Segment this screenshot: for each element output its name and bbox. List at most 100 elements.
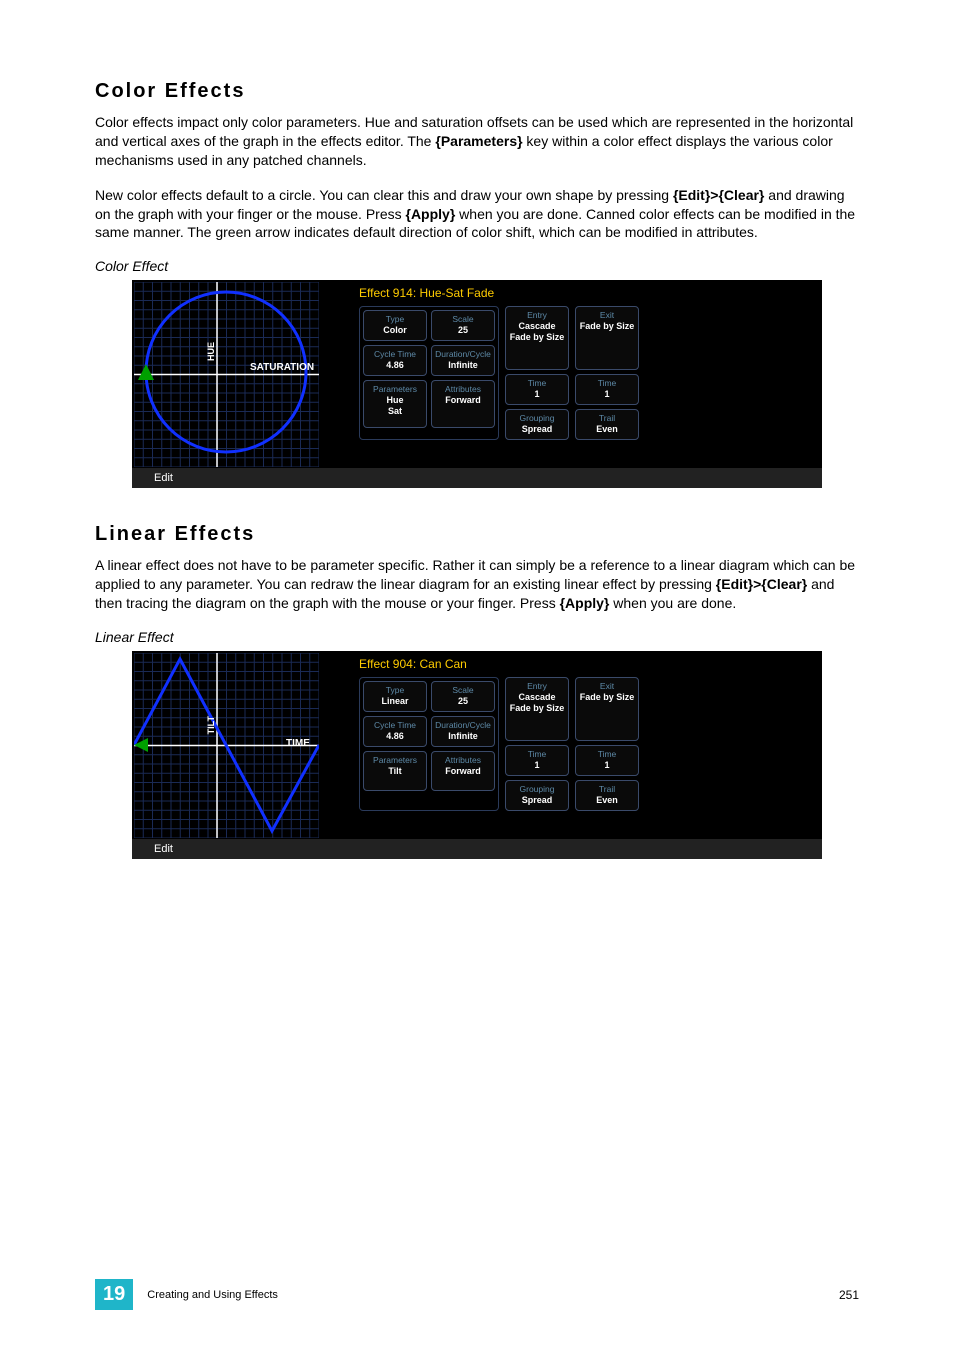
grouping-value: Spread [508, 424, 566, 435]
cycle-time-value: 4.86 [366, 731, 424, 742]
text: when you are done. [609, 595, 736, 611]
page-footer: 19 Creating and Using Effects 251 [95, 1279, 859, 1310]
time-value: 1 [578, 389, 636, 400]
yaxis-label: HUE [206, 342, 216, 361]
figure-panel: TILT TIME Effect 904: Can Can TypeLinear… [132, 651, 822, 838]
parameters-label: Parameters [366, 754, 424, 766]
entry-label: Entry [508, 680, 566, 692]
duration-value: Infinite [434, 731, 492, 742]
trail-value: Even [578, 424, 636, 435]
cell-group-b: EntryCascade Fade by Size ExitFade by Si… [505, 306, 639, 440]
grouping-label: Grouping [508, 412, 566, 424]
scale-cell[interactable]: Scale25 [431, 310, 495, 341]
yaxis-label: TILT [206, 716, 216, 734]
chapter-title: Creating and Using Effects [147, 1289, 278, 1301]
time-value: 1 [578, 760, 636, 771]
trail-label: Trail [578, 783, 636, 795]
attributes-label: Attributes [434, 383, 492, 395]
entry-value: Cascade Fade by Size [508, 321, 566, 343]
entry-cell[interactable]: EntryCascade Fade by Size [505, 677, 569, 741]
parameters-value: Hue Sat [366, 395, 424, 417]
exit-cell[interactable]: ExitFade by Size [575, 306, 639, 370]
linear-effect-figure: TILT TIME Effect 904: Can Can TypeLinear… [132, 651, 822, 859]
properties-panel: Effect 914: Hue-Sat Fade TypeColor Scale… [319, 280, 822, 446]
duration-value: Infinite [434, 360, 492, 371]
exit-value: Fade by Size [578, 321, 636, 332]
time-entry-cell[interactable]: Time1 [505, 745, 569, 776]
cycle-time-cell[interactable]: Cycle Time4.86 [363, 716, 427, 747]
time-label: Time [578, 377, 636, 389]
type-cell[interactable]: TypeColor [363, 310, 427, 341]
scale-value: 25 [434, 696, 492, 707]
time-label: Time [508, 377, 566, 389]
type-value: Color [366, 325, 424, 336]
grouping-cell[interactable]: GroupingSpread [505, 409, 569, 440]
parameters-cell[interactable]: ParametersHue Sat [363, 380, 427, 428]
edit-button[interactable]: Edit [132, 838, 822, 859]
cycle-time-value: 4.86 [366, 360, 424, 371]
type-cell[interactable]: TypeLinear [363, 681, 427, 712]
parameters-value: Tilt [366, 766, 424, 777]
entry-cell[interactable]: EntryCascade Fade by Size [505, 306, 569, 370]
xaxis-label: SATURATION [250, 362, 314, 373]
cell-group-a: TypeLinear Scale25 Cycle Time4.86 Durati… [359, 677, 499, 811]
graph-area[interactable]: HUE SATURATION [134, 282, 319, 467]
exit-label: Exit [578, 309, 636, 321]
time-entry-cell[interactable]: Time1 [505, 374, 569, 405]
duration-cell[interactable]: Duration/CycleInfinite [431, 345, 495, 376]
time-value: 1 [508, 389, 566, 400]
trail-label: Trail [578, 412, 636, 424]
color-effects-para-2: New color effects default to a circle. Y… [95, 186, 859, 243]
attributes-cell[interactable]: AttributesForward [431, 751, 495, 791]
grouping-label: Grouping [508, 783, 566, 795]
page-number: 251 [839, 1288, 859, 1302]
attributes-label: Attributes [434, 754, 492, 766]
type-value: Linear [366, 696, 424, 707]
scale-value: 25 [434, 325, 492, 336]
duration-cell[interactable]: Duration/CycleInfinite [431, 716, 495, 747]
effect-title: Effect 904: Can Can [359, 657, 810, 671]
cycle-time-label: Cycle Time [366, 719, 424, 731]
parameters-label: Parameters [366, 383, 424, 395]
exit-value: Fade by Size [578, 692, 636, 703]
apply-key: {Apply} [560, 595, 610, 611]
apply-key: {Apply} [406, 206, 456, 222]
cell-group-b: EntryCascade Fade by Size ExitFade by Si… [505, 677, 639, 811]
parameters-key: {Parameters} [435, 133, 522, 149]
properties-panel: Effect 904: Can Can TypeLinear Scale25 C… [319, 651, 822, 817]
attributes-value: Forward [434, 395, 492, 406]
type-label: Type [366, 684, 424, 696]
cycle-time-cell[interactable]: Cycle Time4.86 [363, 345, 427, 376]
color-effect-figure: HUE SATURATION Effect 914: Hue-Sat Fade … [132, 280, 822, 488]
trail-cell[interactable]: TrailEven [575, 780, 639, 811]
grouping-value: Spread [508, 795, 566, 806]
exit-label: Exit [578, 680, 636, 692]
duration-label: Duration/Cycle [434, 348, 492, 360]
exit-cell[interactable]: ExitFade by Size [575, 677, 639, 741]
trail-cell[interactable]: TrailEven [575, 409, 639, 440]
parameters-cell[interactable]: ParametersTilt [363, 751, 427, 791]
scale-cell[interactable]: Scale25 [431, 681, 495, 712]
graph-area[interactable]: TILT TIME [134, 653, 319, 838]
grouping-cell[interactable]: GroupingSpread [505, 780, 569, 811]
figure-panel: HUE SATURATION Effect 914: Hue-Sat Fade … [132, 280, 822, 467]
edit-clear-key: {Edit}>{Clear} [673, 187, 764, 203]
linear-effects-heading: Linear Effects [95, 523, 859, 546]
entry-label: Entry [508, 309, 566, 321]
attributes-cell[interactable]: AttributesForward [431, 380, 495, 428]
edit-clear-key: {Edit}>{Clear} [716, 576, 807, 592]
linear-effects-para-1: A linear effect does not have to be para… [95, 556, 859, 613]
linear-effect-caption: Linear Effect [95, 629, 859, 645]
attributes-value: Forward [434, 766, 492, 777]
color-effects-heading: Color Effects [95, 80, 859, 103]
time-exit-cell[interactable]: Time1 [575, 745, 639, 776]
cell-group-a: TypeColor Scale25 Cycle Time4.86 Duratio… [359, 306, 499, 440]
duration-label: Duration/Cycle [434, 719, 492, 731]
edit-button[interactable]: Edit [132, 467, 822, 488]
graph-grid-svg [134, 282, 319, 467]
time-exit-cell[interactable]: Time1 [575, 374, 639, 405]
time-label: Time [578, 748, 636, 760]
scale-label: Scale [434, 684, 492, 696]
xaxis-label: TIME [286, 738, 310, 749]
chapter-number-box: 19 [95, 1279, 133, 1310]
